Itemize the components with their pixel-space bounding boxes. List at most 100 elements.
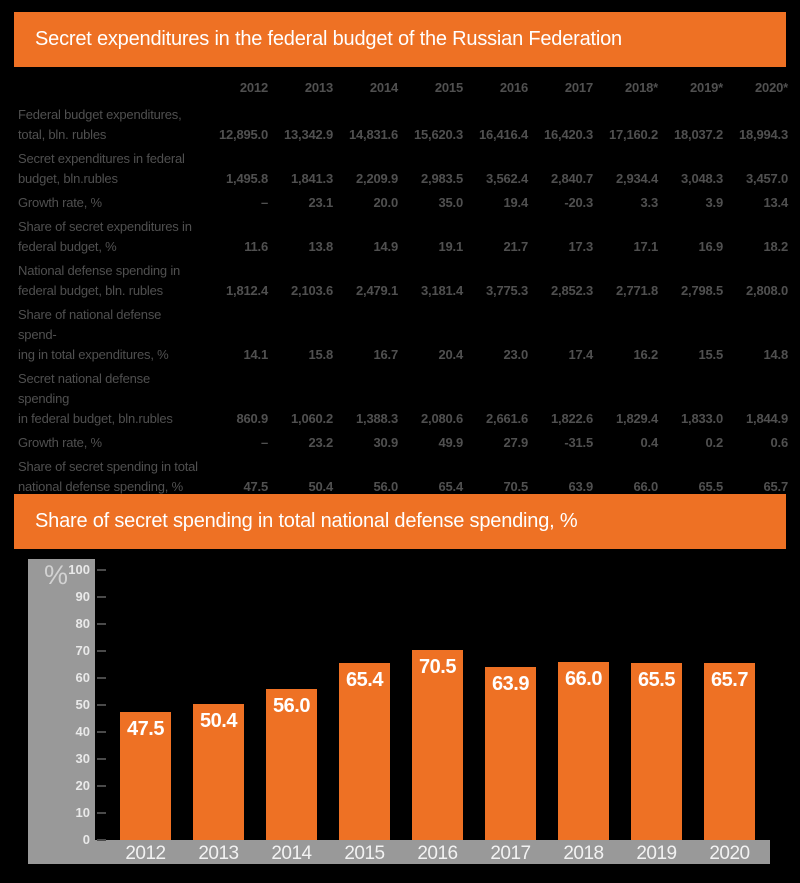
x-axis-bar: [28, 840, 770, 864]
y-tick-mark: [97, 623, 106, 625]
table-cell: 19.4: [503, 195, 528, 210]
year-column-header: 2014: [369, 80, 398, 95]
table-cell: 23.1: [308, 195, 333, 210]
y-tick-label: 0: [82, 832, 90, 847]
bar-2016: 70.5: [412, 649, 463, 840]
row-label: Share of secret spending in total nation…: [18, 459, 198, 494]
y-tick-label: 80: [75, 616, 90, 631]
table-cell: 35.0: [438, 195, 463, 210]
table-body: Federal budget expenditures, total, bln.…: [15, 103, 788, 499]
table-cell: 56.0: [373, 479, 398, 494]
table-cell: 63.9: [568, 479, 593, 494]
table-cell: 1,844.9: [746, 411, 788, 426]
y-tick-label: 70: [75, 643, 90, 658]
table-cell: 13.4: [763, 195, 788, 210]
table-cell: 23.2: [308, 435, 333, 450]
table-section-banner: Secret expenditures in the federal budge…: [14, 12, 786, 67]
table-cell: 1,833.0: [681, 411, 723, 426]
table-row: Share of secret expenditures in federal …: [15, 215, 788, 259]
table-cell: 1,812.4: [226, 283, 268, 298]
table-cell: 2,479.1: [356, 283, 398, 298]
table-cell: 18,037.2: [673, 127, 723, 142]
y-tick-mark: [97, 596, 106, 598]
table-cell: 19.1: [438, 239, 463, 254]
table-cell: 17.3: [568, 239, 593, 254]
table-cell: 65.7: [763, 479, 788, 494]
table-cell: 2,934.4: [616, 171, 658, 186]
x-axis-year-label: 2014: [271, 843, 312, 864]
table-row: Share of national defense spend- ing in …: [15, 303, 788, 367]
table-cell: 17,160.2: [608, 127, 658, 142]
table-cell: 0.6: [770, 435, 789, 450]
table-cell: 3,181.4: [421, 283, 463, 298]
table-cell: 14.1: [243, 347, 268, 362]
table-cell: 21.7: [503, 239, 528, 254]
table-cell: 18,994.3: [738, 127, 788, 142]
table-row: Share of secret spending in total nation…: [15, 455, 788, 499]
x-axis-year-label: 2020: [709, 843, 750, 864]
table-row: National defense spending in federal bud…: [15, 259, 788, 303]
chart-section-title: Share of secret spending in total nation…: [35, 510, 578, 532]
table-cell: -31.5: [564, 435, 593, 450]
bar-value-label: 70.5: [419, 655, 456, 678]
table-header-row: 2012 2013 2014 2015 2016 2017 2018* 2019* 2020*: [15, 78, 788, 98]
table-cell: 15.8: [308, 347, 333, 362]
bar-value-label: 66.0: [565, 667, 602, 690]
table-cell: 14.9: [373, 239, 398, 254]
row-label: National defense spending in federal bud…: [18, 263, 181, 298]
table-cell: 13.8: [308, 239, 333, 254]
table-cell: 860.9: [236, 411, 268, 426]
table-cell: 0.2: [705, 435, 724, 450]
table-cell: 27.9: [503, 435, 528, 450]
year-column-header: 2016: [499, 80, 528, 95]
table-cell: 23.0: [503, 347, 528, 362]
table-row: Secret national defense spending in fede…: [15, 367, 788, 431]
budget-table: 2012 2013 2014 2015 2016 2017 2018* 2019* 2020* …: [15, 78, 788, 527]
row-label: Secret expenditures in federal budget, b…: [18, 151, 185, 186]
table-cell: 16,416.4: [478, 127, 528, 142]
table-cell: 65.5: [698, 479, 723, 494]
table-cell: 1,841.3: [291, 171, 333, 186]
chart-section-banner: Share of secret spending in total nation…: [14, 494, 786, 549]
table-cell: 2,771.8: [616, 283, 658, 298]
table-cell: 14.8: [763, 347, 788, 362]
table-cell: 2,103.6: [291, 283, 333, 298]
bar-value-label: 65.7: [711, 668, 748, 691]
table-cell: 3,457.0: [746, 171, 788, 186]
y-tick-mark: [97, 785, 106, 787]
y-tick-label: 10: [75, 805, 90, 820]
table-cell: 20.0: [373, 195, 398, 210]
year-column-header: 2020*: [755, 80, 788, 95]
bar-2012: 47.5: [120, 711, 171, 840]
x-axis-year-label: 2015: [344, 843, 385, 864]
bar-value-label: 65.5: [638, 669, 675, 692]
table-cell: -20.3: [564, 195, 593, 210]
x-axis-year-label: 2017: [490, 843, 531, 864]
table-cell: 2,808.0: [746, 283, 788, 298]
table-cell: 2,852.3: [551, 283, 593, 298]
row-label: Share of secret expenditures in federal …: [18, 219, 192, 254]
table-row: Secret expenditures in federal budget, b…: [15, 147, 788, 191]
row-label: Share of national defense spend- ing in …: [18, 307, 169, 362]
table-cell: 1,822.6: [551, 411, 593, 426]
table-cell: –: [260, 195, 268, 210]
y-tick-mark: [97, 677, 106, 679]
y-tick-mark: [97, 758, 106, 760]
table-cell: 50.4: [308, 479, 333, 494]
bar-2019: 65.5: [631, 663, 682, 840]
table-cell: 16,420.3: [543, 127, 593, 142]
x-axis-year-label: 2012: [125, 843, 166, 864]
y-tick-mark: [97, 731, 106, 733]
table-cell: 13,342.9: [283, 127, 333, 142]
bar-2013: 50.4: [193, 703, 244, 840]
table-cell: 49.9: [438, 435, 463, 450]
year-column-header: 2017: [564, 80, 593, 95]
table-cell: 0.4: [640, 435, 659, 450]
y-axis-bar: [28, 559, 95, 864]
x-axis-year-label: 2019: [636, 843, 677, 864]
table-row: Growth rate, % – 23.2 30.9 49.9 27.9 -31.5 0.4 0…: [15, 431, 788, 455]
table-cell: 18.2: [763, 239, 788, 254]
table-cell: 3.9: [705, 195, 724, 210]
table-section-title: Secret expenditures in the federal budge…: [35, 28, 622, 50]
